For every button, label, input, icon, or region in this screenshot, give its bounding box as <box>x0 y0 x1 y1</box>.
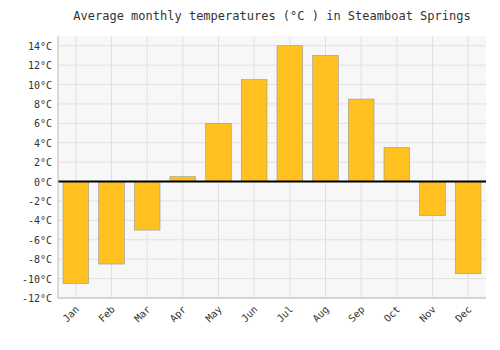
y-tick-label: 6°C <box>34 118 52 129</box>
grid-line <box>58 65 486 66</box>
y-tick-label: 12°C <box>28 60 52 71</box>
grid-line <box>58 278 486 279</box>
bars <box>63 46 481 284</box>
bar <box>99 182 125 264</box>
bar <box>420 182 446 216</box>
grid-line <box>58 142 486 143</box>
y-tick-label: -4°C <box>28 215 52 226</box>
x-tick-label: Aug <box>310 304 331 325</box>
grid-line <box>58 45 486 46</box>
x-tick-label: Mar <box>132 304 153 325</box>
y-tick-label: -10°C <box>22 274 52 285</box>
grid-line <box>58 103 486 104</box>
bar <box>348 99 374 181</box>
grid <box>58 36 486 298</box>
y-axis-line <box>58 36 59 298</box>
y-tick-label: 8°C <box>34 99 52 110</box>
bar <box>206 123 232 181</box>
x-tick-label: Jan <box>61 304 82 325</box>
bar <box>134 182 160 231</box>
bar <box>313 55 339 181</box>
x-tick-label: Apr <box>168 304 189 325</box>
bar <box>63 182 89 284</box>
x-tick-label: May <box>203 304 224 325</box>
x-tick-label: Feb <box>96 304 117 325</box>
y-tick-label: 0°C <box>34 177 52 188</box>
zero-line <box>58 181 486 183</box>
title: Average monthly temperatures (°C ) in St… <box>73 9 470 23</box>
y-tick-label: 10°C <box>28 80 52 91</box>
grid-line <box>147 36 148 298</box>
grid-line <box>432 36 433 298</box>
chart: Average monthly temperatures (°C ) in St… <box>0 0 500 350</box>
y-tick-label: -8°C <box>28 254 52 265</box>
bar <box>241 80 267 182</box>
grid-line <box>58 123 486 124</box>
grid-line <box>58 181 486 182</box>
x-tick-label: Sep <box>346 304 367 325</box>
grid-line <box>58 162 486 163</box>
bar <box>384 148 410 182</box>
y-tick-label: -12°C <box>22 293 52 304</box>
grid-line <box>58 298 486 299</box>
y-tick-label: 4°C <box>34 138 52 149</box>
plot-area <box>58 36 486 298</box>
y-tick-label: -2°C <box>28 196 52 207</box>
x-tick-label: Nov <box>417 304 438 325</box>
y-tick-label: 2°C <box>34 157 52 168</box>
y-tick-label: -6°C <box>28 235 52 246</box>
x-axis-line <box>58 298 486 299</box>
bar <box>455 182 481 274</box>
x-tick-label: Jul <box>275 304 296 325</box>
bar <box>277 46 303 182</box>
grid-line <box>182 36 183 298</box>
x-tick-label: Jun <box>239 304 260 325</box>
x-tick-label: Dec <box>453 304 474 325</box>
grid-line <box>58 84 486 85</box>
y-tick-label: 14°C <box>28 41 52 52</box>
x-tick-label: Oct <box>382 304 403 325</box>
